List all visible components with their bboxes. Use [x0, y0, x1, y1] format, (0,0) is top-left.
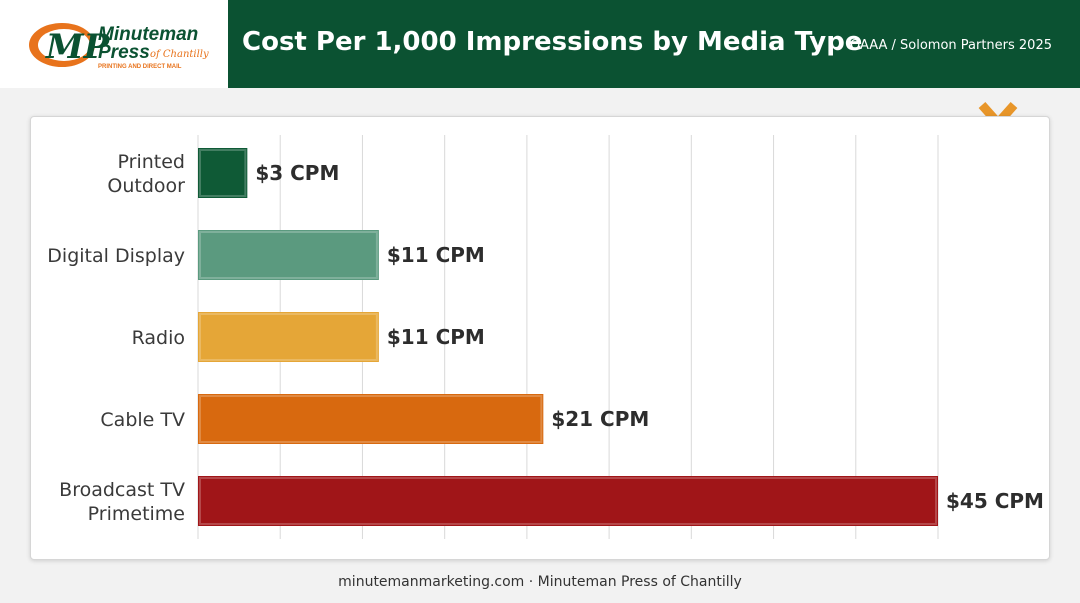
- bar-highlight: [199, 149, 247, 197]
- category-label: Printed Outdoor: [107, 151, 185, 197]
- bar-chart: Printed Outdoor Digital Display Radio Cable …: [47, 135, 1044, 539]
- bar-highlight: [199, 313, 378, 361]
- logo-location: of Chantilly: [150, 49, 209, 60]
- logo-swoosh-inner: [38, 29, 90, 61]
- title-bar: Cost Per 1,000 Impressions by Media Type…: [228, 0, 1080, 88]
- logo-name-line2: Press: [98, 42, 150, 63]
- chart-category-labels: Printed Outdoor Digital Display Radio Cable …: [47, 151, 185, 525]
- category-label: Digital Display: [47, 245, 185, 267]
- chart-value-labels: $3 CPM $11 CPM $11 CPM $21 CPM $45 CPM: [255, 161, 1044, 513]
- bar-highlight: [199, 231, 378, 279]
- bar: [198, 148, 248, 198]
- value-label: $45 CPM: [946, 489, 1044, 513]
- value-label: $11 CPM: [387, 325, 485, 349]
- bar: [198, 230, 379, 280]
- page-title: Cost Per 1,000 Impressions by Media Type: [242, 27, 863, 57]
- bar-highlight: [199, 477, 937, 525]
- value-label: $3 CPM: [255, 161, 339, 185]
- brand-logo-graphic: MP Minuteman Press of Chantilly PRINTING…: [29, 23, 209, 70]
- chart-panel: Printed Outdoor Digital Display Radio Cable …: [30, 116, 1050, 560]
- bar: [198, 476, 938, 526]
- category-label: Radio: [132, 327, 185, 349]
- logo-monogram: MP: [45, 27, 111, 67]
- logo-name-line1: Minuteman: [98, 24, 198, 45]
- category-label: Broadcast TV Primetime: [59, 479, 185, 525]
- bar: [198, 394, 544, 444]
- category-label: Cable TV: [100, 409, 185, 431]
- chart-gridlines: [197, 135, 939, 539]
- brand-logo: MP Minuteman Press of Chantilly PRINTING…: [0, 0, 228, 88]
- footer-credit: minutemanmarketing.com · Minuteman Press…: [338, 574, 742, 590]
- source-note: OAAA / Solomon Partners 2025: [849, 38, 1052, 53]
- bar-highlight: [199, 395, 543, 443]
- value-label: $11 CPM: [387, 243, 485, 267]
- chart-bars: [198, 148, 938, 526]
- bar: [198, 312, 379, 362]
- value-label: $21 CPM: [551, 407, 649, 431]
- logo-tagline: PRINTING AND DIRECT MAIL: [98, 64, 182, 70]
